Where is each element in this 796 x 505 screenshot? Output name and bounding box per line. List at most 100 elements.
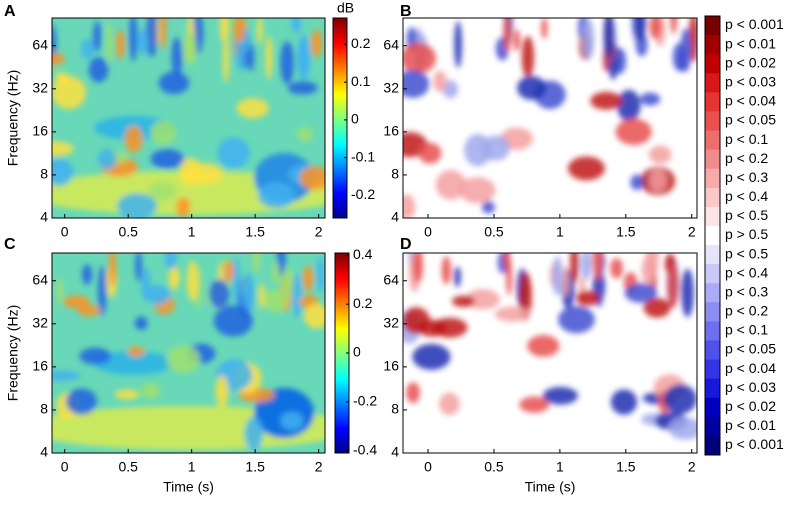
x-tick-label: 1.5 [245, 224, 265, 240]
legend-swatch [705, 73, 720, 93]
heatmap-blob [52, 75, 87, 110]
heatmap-blob [232, 257, 241, 306]
heatmap-blob [569, 253, 580, 284]
heatmap-blob [296, 126, 313, 142]
legend-label: p < 0.04 [725, 93, 776, 109]
heatmap-blob [158, 71, 190, 95]
heatmap-blob [552, 256, 563, 296]
legend-label: p < 0.01 [725, 35, 776, 51]
heatmap-blob [117, 193, 158, 218]
legend-swatch [705, 340, 720, 361]
heatmap-blob [127, 346, 145, 357]
heatmap-blob [215, 375, 229, 408]
x-tick-label: 1 [556, 224, 564, 240]
heatmap-blob [141, 383, 161, 400]
heatmap-blob [576, 290, 601, 306]
legend-label: p < 0.02 [725, 54, 776, 70]
heatmap-blob [97, 265, 107, 316]
heatmap-blob [81, 38, 95, 60]
heatmap-blob [542, 386, 579, 405]
legend-swatch [705, 54, 720, 74]
y-tick-label: 4 [40, 444, 48, 460]
x-tick-label: 1 [188, 224, 196, 240]
heatmap-blob [527, 335, 560, 357]
y-tick-label: 4 [40, 209, 48, 225]
heatmap-blob [114, 389, 140, 400]
heatmap-blob [208, 279, 230, 308]
heatmap-blob [643, 297, 671, 318]
legend-frame [704, 15, 721, 456]
y-tick-label: 64 [32, 36, 48, 52]
panel-letter: A [4, 3, 16, 20]
heatmap-blob [567, 156, 605, 181]
colorbar-tick-label: -0.4 [353, 441, 377, 457]
heatmap-blob [639, 92, 661, 106]
heatmap-blob [403, 194, 416, 218]
heatmap-blob [610, 389, 638, 415]
legend-label: p < 0.2 [725, 150, 768, 166]
y-axis-label: Frequency (Hz) [5, 70, 21, 166]
heatmap-blob [667, 263, 679, 309]
heatmap-blob [93, 20, 102, 52]
y-tick-label: 8 [391, 401, 399, 417]
heatmap-blob [135, 253, 142, 282]
plot-frame [402, 17, 698, 219]
y-tick-label: 4 [391, 444, 399, 460]
heatmap-blob [129, 18, 138, 62]
heatmap-blob [649, 18, 662, 39]
y-tick-label: 8 [40, 401, 48, 417]
heatmap-blob [247, 43, 255, 72]
heatmap-blob [166, 345, 201, 374]
legend-label: p < 0.001 [725, 436, 784, 452]
heatmap-blob [663, 384, 697, 414]
heatmap-blob [263, 288, 289, 313]
colorbar-tick-label: -0.1 [351, 148, 375, 164]
heatmap-blob [116, 29, 125, 60]
heatmap-blob [146, 18, 158, 58]
heatmap-blob [164, 253, 178, 270]
legend-swatch [705, 111, 720, 132]
heatmap-blob [256, 18, 263, 45]
heatmap-blob [590, 91, 623, 110]
heatmap-texture [52, 253, 325, 453]
heatmap-blob [438, 392, 460, 416]
heatmap-blob [316, 256, 325, 293]
heatmap-blob [481, 200, 495, 214]
heatmap-blob [108, 253, 117, 287]
heatmap-blob [454, 266, 461, 288]
heatmap-blob [222, 35, 229, 83]
heatmap-blob [186, 260, 199, 301]
heatmap-blob [454, 21, 463, 68]
y-tick-label: 32 [383, 315, 399, 331]
heatmap-blob [271, 261, 280, 284]
heatmap-blob [451, 295, 475, 308]
heatmap-blob [277, 253, 286, 277]
x-tick-label: 0 [61, 459, 69, 475]
legend-label: p < 0.03 [725, 74, 776, 90]
heatmap-blob [146, 284, 170, 305]
heatmap-blob [258, 283, 266, 309]
legend-swatch [705, 206, 720, 227]
legend-swatch [705, 416, 720, 437]
heatmap-texture [403, 253, 697, 453]
heatmap-blob [65, 388, 98, 415]
heatmap-blob [433, 70, 447, 92]
heatmap-blob [403, 42, 437, 74]
y-tick-label: 64 [383, 36, 399, 52]
heatmap-blobs [403, 253, 697, 440]
heatmap-blob [299, 166, 325, 191]
heatmap-blob [310, 29, 323, 58]
heatmap-blob [513, 29, 521, 52]
heatmap-blob [52, 370, 81, 381]
heatmap-blob [168, 266, 180, 290]
heatmap-blob [93, 351, 174, 375]
legend-swatch [705, 225, 720, 246]
legend-label: p < 0.5 [725, 245, 768, 261]
heatmap-blob [292, 273, 302, 319]
heatmap-blobs [403, 18, 697, 218]
y-tick-label: 32 [32, 80, 48, 96]
legend-swatch [705, 397, 720, 418]
legend-swatch [705, 16, 720, 36]
heatmap-blob [52, 141, 74, 157]
